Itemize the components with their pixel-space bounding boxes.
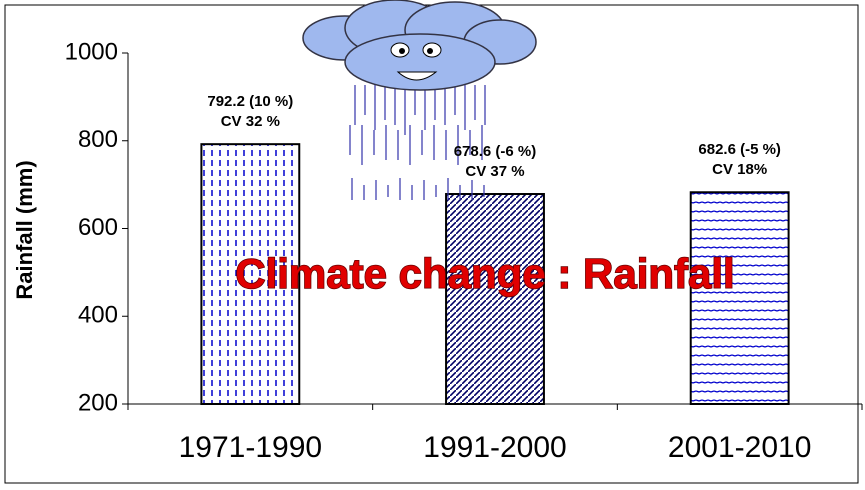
x-tick-label: 1971-1990: [179, 431, 322, 464]
cv-label: CV 18%: [712, 161, 767, 178]
cv-label: CV 32 %: [221, 113, 280, 130]
bar: [691, 192, 789, 404]
y-tick-label: 600: [78, 214, 118, 241]
chart: Rainfall (mm) 200 400 600 800 1000 1971-1990 1…: [0, 0, 865, 490]
y-tick-label: 400: [78, 302, 118, 329]
value-label: 682.6 (-5 %): [698, 141, 781, 158]
y-tick-label: 800: [78, 126, 118, 153]
y-tick-label: 200: [78, 389, 118, 416]
x-tick-label: 2001-2010: [668, 431, 811, 464]
cv-label: CV 37 %: [465, 163, 524, 180]
y-tick-label: 1000: [65, 38, 118, 65]
bar: [446, 194, 544, 404]
value-label: 792.2 (10 %): [207, 93, 293, 110]
x-tick-label: 1991-2000: [423, 431, 566, 464]
chart-title: Climate change : Rainfall: [235, 250, 734, 297]
value-label: 678.6 (-6 %): [454, 143, 537, 160]
y-axis-label: Rainfall (mm): [12, 160, 37, 299]
